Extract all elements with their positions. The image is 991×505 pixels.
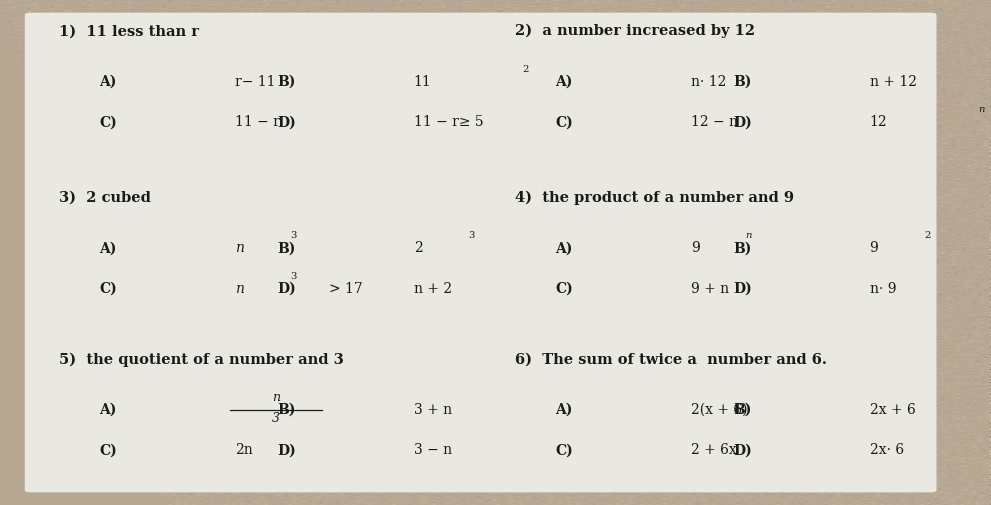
Text: B): B) <box>277 75 296 89</box>
Text: D): D) <box>733 115 752 129</box>
Text: C): C) <box>99 282 117 296</box>
Text: n: n <box>236 282 244 296</box>
Text: D): D) <box>733 443 752 458</box>
Text: n: n <box>236 241 244 256</box>
Text: n + 2: n + 2 <box>414 282 452 296</box>
Text: 2x + 6: 2x + 6 <box>870 403 916 417</box>
Text: B): B) <box>733 403 752 417</box>
Text: B): B) <box>733 241 752 256</box>
Text: 2: 2 <box>924 231 931 240</box>
Text: D): D) <box>277 443 296 458</box>
Text: 9: 9 <box>870 241 878 256</box>
FancyBboxPatch shape <box>25 13 936 492</box>
Text: D): D) <box>733 282 752 296</box>
Text: 12: 12 <box>870 115 887 129</box>
Text: n + 12: n + 12 <box>870 75 917 89</box>
Text: 2)  a number increased by 12: 2) a number increased by 12 <box>515 24 755 38</box>
Text: 3: 3 <box>289 231 296 240</box>
Text: n: n <box>978 105 985 114</box>
Text: C): C) <box>555 282 573 296</box>
Text: 9: 9 <box>692 241 700 256</box>
Text: A): A) <box>99 75 117 89</box>
Text: B): B) <box>277 403 296 417</box>
Text: 3)  2 cubed: 3) 2 cubed <box>59 191 152 205</box>
Text: 4)  the product of a number and 9: 4) the product of a number and 9 <box>515 190 795 205</box>
Text: A): A) <box>555 241 573 256</box>
Text: A): A) <box>99 241 117 256</box>
Text: D): D) <box>277 115 296 129</box>
Text: B): B) <box>277 241 296 256</box>
Text: B): B) <box>733 75 752 89</box>
Text: 2n: 2n <box>236 443 253 458</box>
Text: n: n <box>745 231 752 240</box>
Text: A): A) <box>555 75 573 89</box>
Text: 11 − r: 11 − r <box>236 115 280 129</box>
Text: 5)  the quotient of a number and 3: 5) the quotient of a number and 3 <box>59 352 344 367</box>
Text: D): D) <box>277 282 296 296</box>
Text: 1)  11 less than r: 1) 11 less than r <box>59 24 199 38</box>
Text: n: n <box>273 391 280 405</box>
Text: 3 − n: 3 − n <box>414 443 452 458</box>
Text: > 17: > 17 <box>329 282 363 296</box>
Text: C): C) <box>99 443 117 458</box>
Text: 11: 11 <box>414 75 431 89</box>
Text: 12 − n: 12 − n <box>692 115 738 129</box>
Text: A): A) <box>555 403 573 417</box>
Text: 3: 3 <box>289 272 296 281</box>
Text: 9 + n: 9 + n <box>692 282 729 296</box>
Text: 3: 3 <box>273 412 280 425</box>
Text: 2x· 6: 2x· 6 <box>870 443 904 458</box>
Text: r− 11: r− 11 <box>236 75 275 89</box>
Text: C): C) <box>99 115 117 129</box>
Text: 2: 2 <box>414 241 422 256</box>
Text: 3 + n: 3 + n <box>414 403 452 417</box>
Text: C): C) <box>555 443 573 458</box>
Text: C): C) <box>555 115 573 129</box>
Text: n· 9: n· 9 <box>870 282 896 296</box>
Text: 3: 3 <box>469 231 475 240</box>
Text: 2(x + 6): 2(x + 6) <box>692 403 748 417</box>
Text: 2: 2 <box>523 65 529 74</box>
Text: 6)  The sum of twice a  number and 6.: 6) The sum of twice a number and 6. <box>515 352 827 367</box>
Text: A): A) <box>99 403 117 417</box>
Text: 2 + 6x: 2 + 6x <box>692 443 737 458</box>
Text: 11 − r≥ 5: 11 − r≥ 5 <box>414 115 484 129</box>
Text: n· 12: n· 12 <box>692 75 726 89</box>
